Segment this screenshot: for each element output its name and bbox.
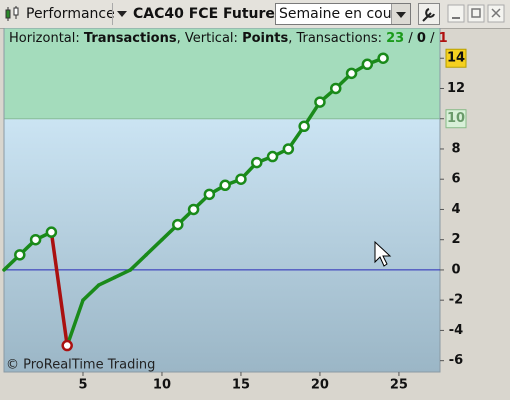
- y-tick-label: 14: [447, 51, 465, 66]
- wrench-button[interactable]: [418, 3, 440, 25]
- x-tick-label: 10: [153, 378, 171, 393]
- marker: [45, 226, 58, 238]
- info-text: /: [430, 31, 435, 46]
- marker: [345, 67, 358, 80]
- y-tick-label: 0: [451, 262, 460, 277]
- select-button[interactable]: [391, 4, 410, 24]
- info-text: , Vertical:: [177, 31, 238, 46]
- chart: Horizontal: Transactions, Vertical: Poin…: [2, 28, 467, 393]
- info-text: Points: [242, 31, 288, 46]
- period-select[interactable]: Semaine en cours: [275, 3, 411, 25]
- marker: [361, 58, 374, 71]
- marker: [29, 233, 42, 246]
- y-tick-label: -4: [449, 323, 463, 338]
- window-buttons[interactable]: [447, 4, 507, 24]
- y-tick-label: 2: [451, 232, 460, 247]
- y-tick-label: 6: [451, 172, 460, 187]
- marker: [187, 203, 200, 216]
- line-segment: [112, 268, 133, 280]
- line-segment: [65, 298, 85, 348]
- marker: [235, 173, 247, 185]
- line-segment: [49, 230, 69, 348]
- x-tick-label: 15: [232, 378, 250, 393]
- marker: [203, 188, 216, 201]
- line-segment: [128, 253, 148, 272]
- info-text: Horizontal:: [9, 31, 80, 46]
- plot-border: [3, 28, 441, 373]
- y-tick-label: 4: [451, 202, 460, 217]
- separator: [112, 3, 113, 25]
- select-arrow: [396, 12, 406, 18]
- threshold-box: [445, 109, 467, 129]
- dropdown-arrow[interactable]: [117, 11, 127, 19]
- mouse-cursor: [374, 240, 392, 267]
- y-tick-label: -6: [449, 353, 463, 368]
- info-text: Transactions: [84, 31, 177, 46]
- line-segment: [81, 283, 101, 302]
- instrument-label[interactable]: CAC40 FCE Future: [133, 6, 275, 22]
- marker: [314, 96, 326, 108]
- info-line: Horizontal: Transactions, Vertical: Poin…: [9, 31, 448, 46]
- marker: [251, 156, 263, 169]
- toolbar: Performance CAC40 FCE Future Semaine en …: [0, 0, 510, 29]
- line-segment: [97, 275, 117, 287]
- y-tick-label: 8: [451, 141, 460, 156]
- marker: [14, 249, 26, 261]
- marker: [282, 143, 295, 155]
- neutral: 0: [417, 31, 426, 46]
- wins: 23: [386, 31, 404, 46]
- info-text: , Transactions:: [288, 31, 382, 46]
- period-label: Semaine en cours: [279, 6, 405, 22]
- plot-background: [4, 118, 440, 372]
- x-tick-label: 5: [78, 378, 87, 393]
- x-tick-label: 20: [311, 378, 329, 393]
- marker: [298, 120, 310, 133]
- y-tick-label: 10: [447, 111, 465, 126]
- chart-icon: [5, 6, 19, 21]
- marker: [172, 218, 184, 231]
- y-tick-label: 12: [447, 81, 465, 96]
- watermark: © ProRealTime Trading: [6, 358, 155, 373]
- profit-zone: [4, 28, 440, 119]
- y-tick-label: -2: [449, 293, 463, 308]
- last-value-box: [445, 48, 467, 68]
- x-tick-label: 25: [390, 378, 408, 393]
- losses: 1: [439, 31, 448, 46]
- marker: [266, 150, 279, 163]
- performance-label[interactable]: Performance: [26, 6, 115, 22]
- marker: [329, 82, 342, 95]
- marker: [377, 52, 389, 64]
- info-text: /: [408, 31, 413, 46]
- marker: [61, 339, 73, 352]
- marker: [219, 179, 231, 192]
- line-segment: [144, 237, 164, 257]
